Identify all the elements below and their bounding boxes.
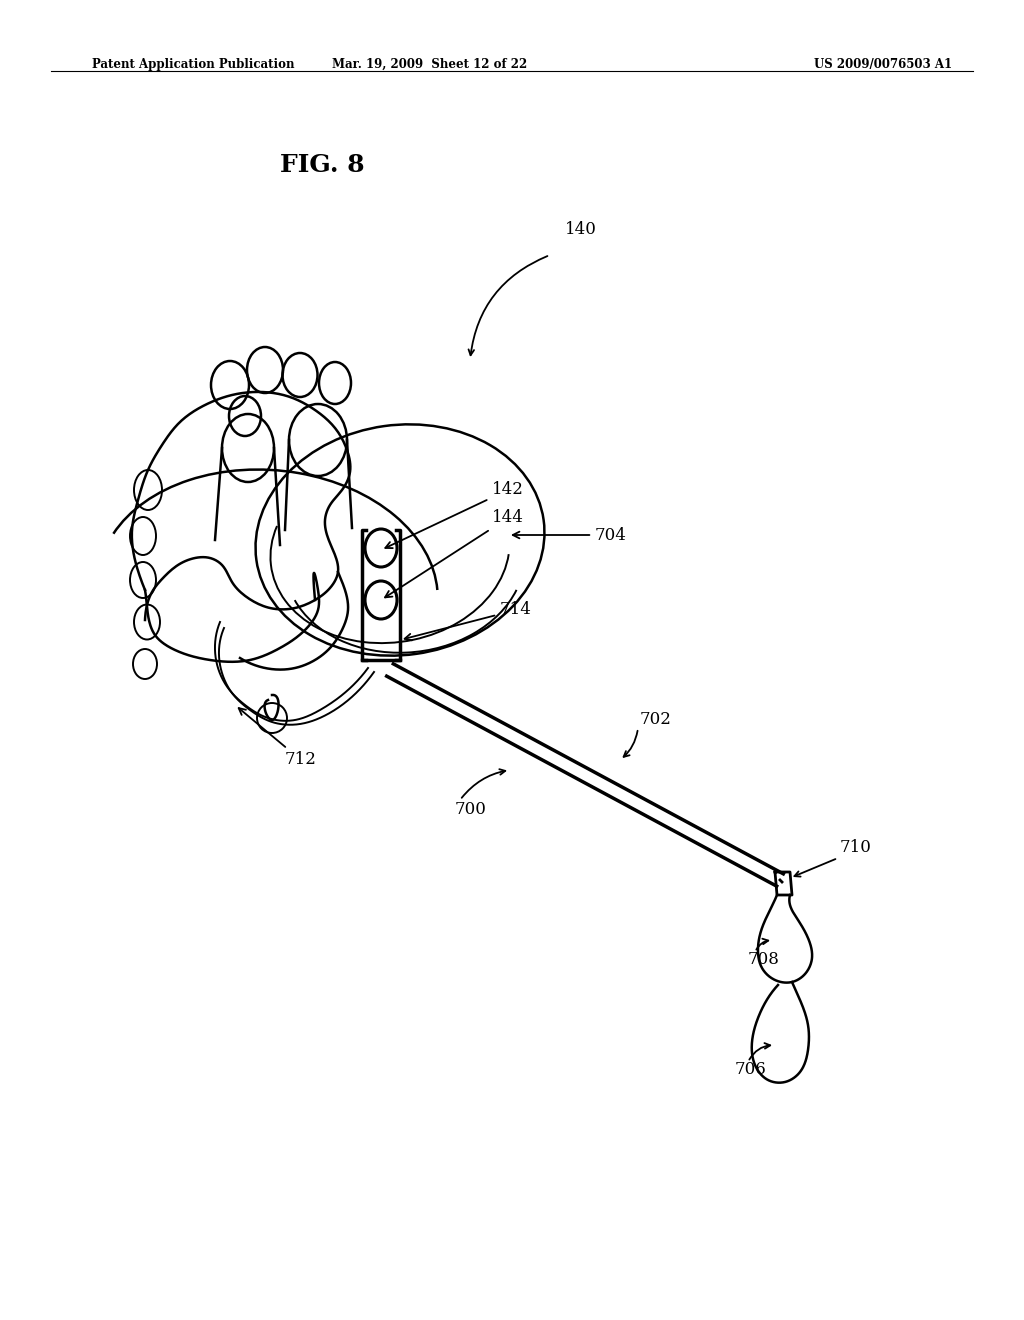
Text: 710: 710 bbox=[840, 840, 871, 857]
Text: US 2009/0076503 A1: US 2009/0076503 A1 bbox=[814, 58, 952, 70]
Text: 142: 142 bbox=[385, 482, 524, 548]
Text: Mar. 19, 2009  Sheet 12 of 22: Mar. 19, 2009 Sheet 12 of 22 bbox=[333, 58, 527, 70]
Text: 702: 702 bbox=[640, 711, 672, 729]
Text: 706: 706 bbox=[735, 1061, 767, 1078]
Text: 144: 144 bbox=[385, 510, 524, 598]
Text: 708: 708 bbox=[748, 952, 780, 969]
Text: 712: 712 bbox=[239, 708, 316, 768]
Text: FIG. 8: FIG. 8 bbox=[281, 153, 365, 177]
Text: 714: 714 bbox=[404, 602, 531, 640]
Text: Patent Application Publication: Patent Application Publication bbox=[92, 58, 295, 70]
Text: 700: 700 bbox=[455, 801, 486, 818]
Text: 704: 704 bbox=[513, 527, 627, 544]
Text: 140: 140 bbox=[565, 222, 597, 239]
